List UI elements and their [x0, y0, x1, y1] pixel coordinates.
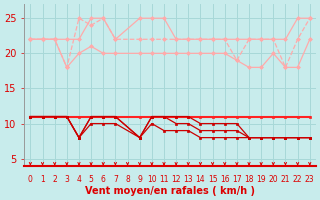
- X-axis label: Vent moyen/en rafales ( km/h ): Vent moyen/en rafales ( km/h ): [85, 186, 255, 196]
